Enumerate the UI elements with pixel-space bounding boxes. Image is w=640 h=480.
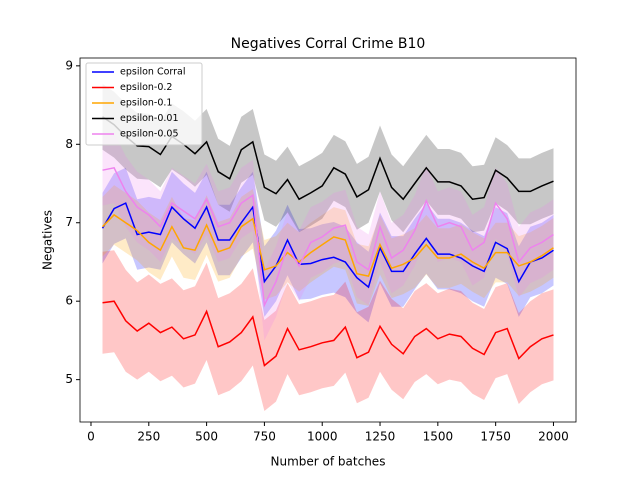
x-tick-label: 250 [137, 430, 160, 444]
x-tick-label: 1250 [365, 430, 396, 444]
error-band [102, 167, 554, 323]
y-tick-label: 8 [65, 137, 73, 151]
series-line [102, 300, 554, 367]
x-tick-label: 0 [87, 430, 95, 444]
series-line [101, 213, 554, 277]
error-band [102, 250, 554, 411]
y-axis-label: Negatives [41, 210, 55, 270]
y-tick-label: 6 [65, 294, 73, 308]
series-line [102, 166, 554, 308]
legend-label: epsilon-0.01 [120, 113, 179, 124]
error-band [102, 132, 554, 341]
x-tick-label: 2000 [538, 430, 569, 444]
x-tick-label: 500 [195, 430, 218, 444]
legend-label: epsilon Corral [120, 67, 186, 78]
y-tick-label: 7 [65, 215, 73, 229]
y-tick-label: 9 [65, 58, 73, 72]
chart-title: Negatives Corral Crime B10 [231, 36, 426, 52]
legend-label: epsilon-0.2 [120, 82, 172, 93]
y-tick-label: 5 [65, 372, 73, 386]
x-tick-label: 1750 [480, 430, 511, 444]
plot-frame [79, 57, 577, 423]
x-axis-label: Number of batches [271, 455, 386, 469]
error-band [102, 185, 554, 306]
x-tick-label: 750 [253, 430, 276, 444]
x-tick-label: 1500 [423, 430, 454, 444]
legend-label: epsilon-0.05 [120, 129, 179, 140]
legend-box [85, 62, 203, 146]
legend-label: epsilon-0.1 [120, 98, 172, 109]
x-tick-label: 1000 [307, 430, 338, 444]
error-band [102, 83, 554, 233]
series-line [101, 202, 554, 289]
